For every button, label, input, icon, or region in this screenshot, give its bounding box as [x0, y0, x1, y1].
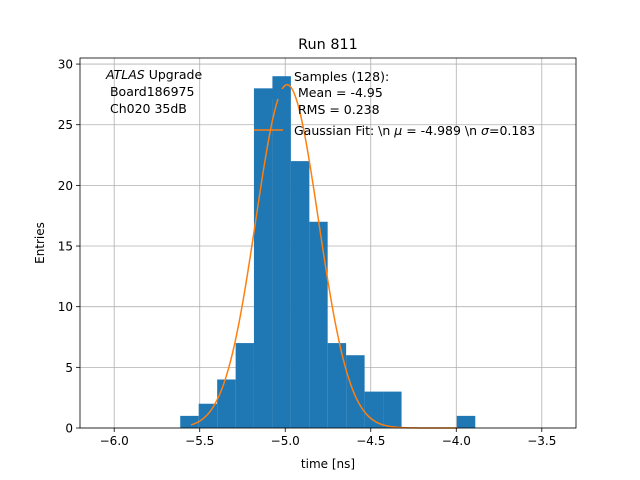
legend-fit-sigma: σ	[481, 123, 490, 138]
annotation-upgrade: Upgrade	[145, 67, 203, 82]
y-tick-label: 15	[58, 240, 73, 254]
legend-fit-mu: μ	[393, 123, 402, 138]
x-tick-label: −6.0	[100, 434, 129, 448]
histogram-bar	[198, 403, 218, 428]
x-axis-label: time [ns]	[301, 457, 355, 471]
legend: Samples (128): Mean = -4.95 RMS = 0.238 …	[254, 69, 535, 138]
legend-fit-label: Gaussian Fit: \n μ = -4.989 \n σ=0.183	[294, 123, 535, 138]
histogram-bar	[346, 355, 365, 428]
chart-title: Run 811	[298, 37, 358, 53]
histogram-bar	[217, 379, 236, 428]
y-tick-label: 30	[58, 58, 73, 72]
legend-fit-part-5: =0.183	[489, 123, 535, 138]
y-tick-label: 20	[58, 179, 73, 193]
histogram-bar	[253, 88, 273, 428]
plot-frame	[79, 57, 577, 429]
y-tick-label: 25	[58, 118, 73, 132]
histogram-bars	[180, 76, 476, 429]
annotation-line-3: Ch020 35dB	[106, 101, 187, 116]
annotation-line-2: Board186975	[106, 84, 194, 99]
y-tick-label: 10	[58, 300, 73, 314]
x-axis-ticks: −6.0 −5.5 −5.0 −4.5 −4.0 −3.5	[100, 428, 556, 448]
x-tick-label: −4.0	[442, 434, 471, 448]
annotation-atlas: ATLAS	[105, 67, 145, 82]
legend-fit-part-3: = -4.989 \n	[402, 123, 481, 138]
x-tick-label: −5.5	[185, 434, 214, 448]
histogram-bar	[309, 221, 328, 428]
histogram-bar	[290, 161, 310, 429]
histogram-bar	[364, 391, 384, 428]
y-axis-ticks: 0 5 10 15 20 25 30	[58, 58, 80, 436]
histogram-bar	[383, 391, 402, 428]
atlas-annotation: ATLAS Upgrade Board186975 Ch020 35dB	[105, 67, 202, 116]
legend-fit-part-1: Gaussian Fit: \n	[294, 123, 394, 138]
x-tick-label: −3.5	[527, 434, 556, 448]
histogram-bar	[456, 415, 476, 428]
legend-hist-label-3: RMS = 0.238	[294, 102, 380, 117]
legend-hist-label-2: Mean = -4.95	[294, 85, 383, 100]
y-axis-label: Entries	[33, 222, 47, 264]
annotation-line-1: ATLAS Upgrade	[105, 67, 202, 82]
x-tick-label: −4.5	[356, 434, 385, 448]
histogram-bar	[180, 415, 199, 428]
x-tick-label: −5.0	[271, 434, 300, 448]
y-tick-label: 5	[65, 361, 73, 375]
legend-hist-label-1: Samples (128):	[294, 69, 389, 84]
histogram-bar	[235, 343, 254, 428]
histogram-bar	[327, 343, 347, 428]
y-tick-label: 0	[65, 422, 73, 436]
histogram-bar	[272, 76, 291, 429]
legend-hist-swatch	[254, 89, 283, 99]
